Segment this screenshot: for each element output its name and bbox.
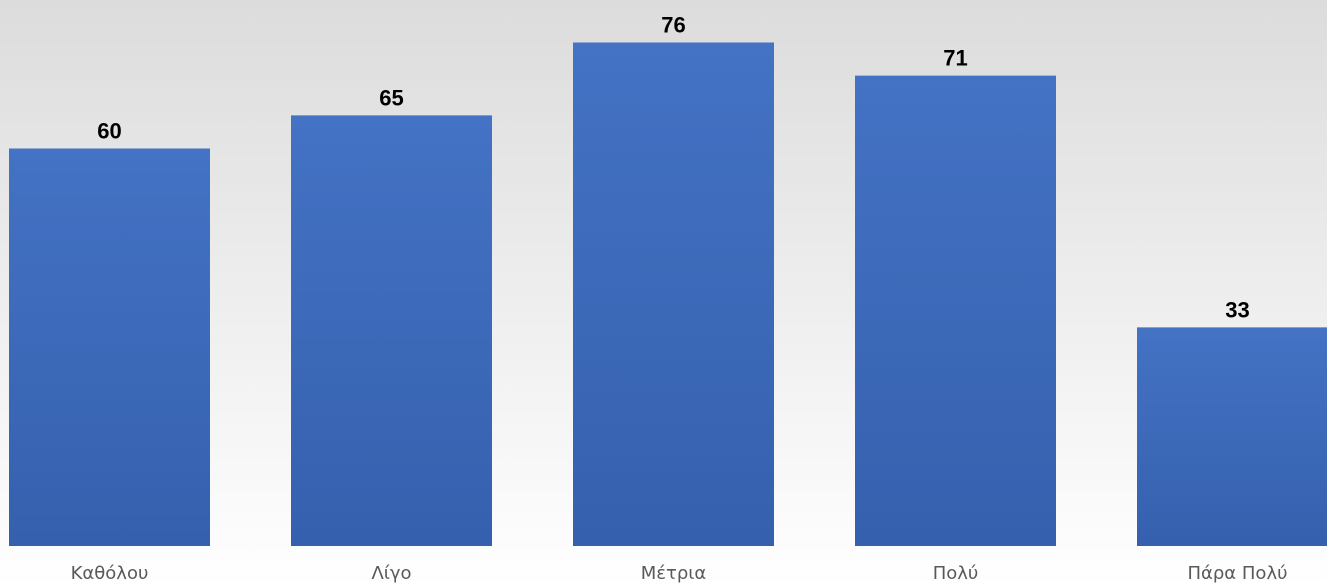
bar-3	[573, 42, 774, 546]
bar-1	[9, 148, 210, 546]
category-label-1: Καθόλου	[71, 563, 149, 584]
category-labels-group: Καθόλου Λίγο Μέτρια Πολύ Πάρα Πολύ	[71, 563, 1288, 584]
bar-4	[855, 75, 1056, 546]
category-label-5: Πάρα Πολύ	[1187, 563, 1287, 584]
data-label-1: 60	[97, 119, 121, 144]
bar-2	[291, 115, 492, 546]
category-label-3: Μέτρια	[641, 563, 706, 584]
data-label-3: 76	[661, 13, 685, 38]
data-label-5: 33	[1225, 297, 1249, 322]
data-labels-group: 60 65 76 71 33	[97, 13, 1249, 323]
data-label-2: 65	[379, 85, 403, 110]
data-label-4: 71	[943, 46, 967, 71]
category-label-4: Πολύ	[933, 563, 979, 584]
category-label-2: Λίγο	[371, 563, 411, 584]
bar-5	[1137, 327, 1327, 546]
bars-group	[9, 42, 1327, 546]
